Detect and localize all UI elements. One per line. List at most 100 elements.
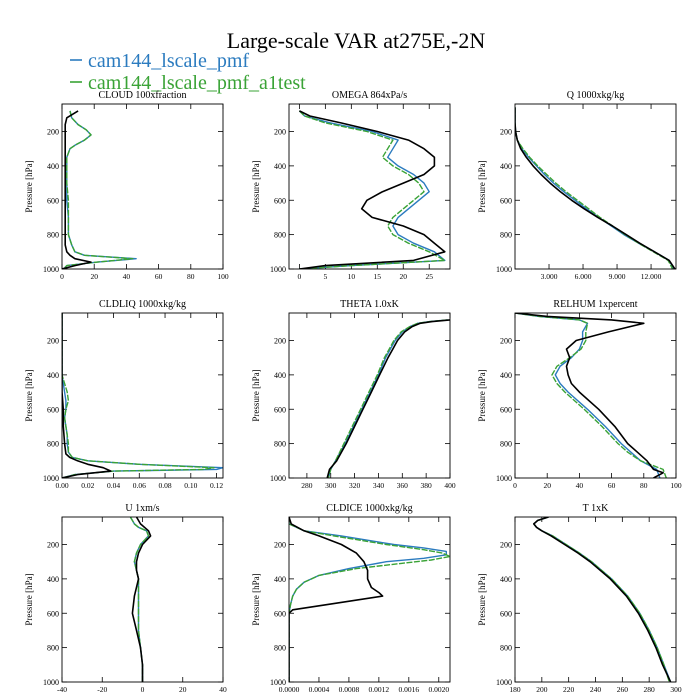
panel-title: CLDICE 1000xkg/kg (326, 503, 412, 514)
y-tick-label: 800 (500, 644, 512, 653)
y-tick-label: 400 (274, 162, 286, 171)
y-tick-label: 1000 (496, 265, 512, 274)
x-tick-label: 10 (348, 272, 356, 281)
y-tick-label: 600 (47, 405, 59, 414)
y-tick-label: 400 (500, 371, 512, 380)
y-tick-label: 400 (500, 162, 512, 171)
y-tick-label: 200 (47, 337, 59, 346)
x-tick-label: 20 (400, 272, 408, 281)
y-tick-label: 200 (274, 337, 286, 346)
x-tick-label: 20 (543, 481, 551, 490)
panel-title: THETA 1.0xK (340, 299, 399, 310)
series-line-a1test (533, 517, 670, 682)
x-tick-label: 0 (513, 481, 517, 490)
y-tick-label: 800 (47, 440, 59, 449)
x-tick-label: 340 (373, 481, 385, 490)
x-tick-label: 9.000 (609, 272, 626, 281)
y-axis-label: Pressure [hPa] (477, 573, 487, 625)
panel-title: RELHUM 1xpercent (553, 299, 637, 310)
panel-cldliq: CLDLIQ 1000xkg/kg Pressure [hPa] 200 400 600… (24, 299, 224, 490)
series-line-pmf (327, 319, 448, 478)
x-tick-label: 0 (141, 685, 145, 694)
y-tick-label: 600 (500, 405, 512, 414)
y-axis-label: Pressure [hPa] (251, 369, 261, 421)
x-tick-label: 0.0004 (309, 685, 330, 694)
series-line-pmf (533, 517, 672, 682)
x-tick-label: 360 (397, 481, 409, 490)
x-tick-label: 60 (155, 272, 163, 281)
x-tick-label: 260 (617, 685, 629, 694)
x-tick-label: 300 (325, 481, 337, 490)
series-line-control (515, 107, 676, 269)
legend-label-a1test: cam144_lscale_pmf_a1test (88, 72, 306, 94)
y-tick-label: 1000 (496, 678, 512, 687)
x-tick-label: 40 (123, 272, 131, 281)
series-line-control (131, 517, 152, 682)
y-tick-label: 1000 (43, 678, 59, 687)
y-tick-label: 800 (47, 644, 59, 653)
panel-title: Q 1000xkg/kg (567, 90, 625, 101)
x-tick-label: 0.0008 (339, 685, 360, 694)
panel-cldice: CLDICE 1000xkg/kg Pressure [hPa] 200 400 600… (251, 503, 451, 694)
x-tick-label: 20 (179, 685, 187, 694)
series-line-control (326, 319, 450, 478)
x-tick-label: -20 (97, 685, 107, 694)
y-tick-label: 600 (47, 196, 59, 205)
y-axis-label: Pressure [hPa] (251, 573, 261, 625)
x-tick-label: 0.00 (55, 481, 68, 490)
y-axis-label: Pressure [hPa] (24, 369, 34, 421)
x-tick-label: 100 (217, 272, 229, 281)
x-tick-label: 15 (374, 272, 382, 281)
x-tick-label: 80 (640, 481, 648, 490)
y-tick-label: 200 (500, 541, 512, 550)
series-line-control (515, 313, 664, 478)
panel-title: CLOUD 100xfraction (98, 90, 186, 101)
y-tick-label: 200 (47, 128, 59, 137)
series-line-pmf (515, 313, 661, 478)
series-line-control (533, 517, 672, 682)
series-line-a1test (298, 110, 446, 269)
series-line-a1test (289, 517, 450, 682)
x-tick-label: 220 (563, 685, 575, 694)
x-tick-label: 40 (576, 481, 584, 490)
y-axis-label: Pressure [hPa] (24, 573, 34, 625)
figure-title: Large-scale VAR at275E,-2N (227, 28, 486, 53)
series-line-pmf (63, 110, 137, 269)
x-tick-label: 200 (536, 685, 548, 694)
y-tick-label: 600 (274, 609, 286, 618)
plot-frame (61, 312, 224, 479)
series-line-a1test (515, 313, 667, 478)
x-tick-label: 0.0000 (279, 685, 300, 694)
x-tick-label: 0 (60, 272, 64, 281)
y-tick-label: 800 (500, 440, 512, 449)
y-tick-label: 200 (500, 337, 512, 346)
x-tick-label: 240 (590, 685, 602, 694)
plot-frame (61, 516, 224, 683)
series-line-a1test (327, 319, 448, 478)
x-tick-label: 0 (298, 272, 302, 281)
series-line-control (299, 110, 446, 269)
x-tick-label: 300 (670, 685, 682, 694)
plot-frame (288, 103, 451, 270)
y-tick-label: 200 (47, 541, 59, 550)
y-tick-label: 1000 (43, 265, 59, 274)
series-line-a1test (515, 107, 674, 269)
legend-label-pmf: cam144_lscale_pmf (88, 50, 249, 72)
x-tick-label: 400 (444, 481, 456, 490)
y-tick-label: 200 (500, 128, 512, 137)
x-tick-label: 60 (608, 481, 616, 490)
series-line-a1test (62, 313, 215, 478)
x-tick-label: 5 (323, 272, 327, 281)
x-tick-label: 100 (670, 481, 682, 490)
y-tick-label: 200 (274, 541, 286, 550)
legend: cam144_lscale_pmf cam144_lscale_pmf_a1te… (70, 50, 306, 94)
y-axis-label: Pressure [hPa] (477, 160, 487, 212)
y-tick-label: 600 (500, 196, 512, 205)
x-tick-label: 0.12 (210, 481, 223, 490)
x-tick-label: 280 (301, 481, 313, 490)
x-tick-label: 3.000 (541, 272, 558, 281)
